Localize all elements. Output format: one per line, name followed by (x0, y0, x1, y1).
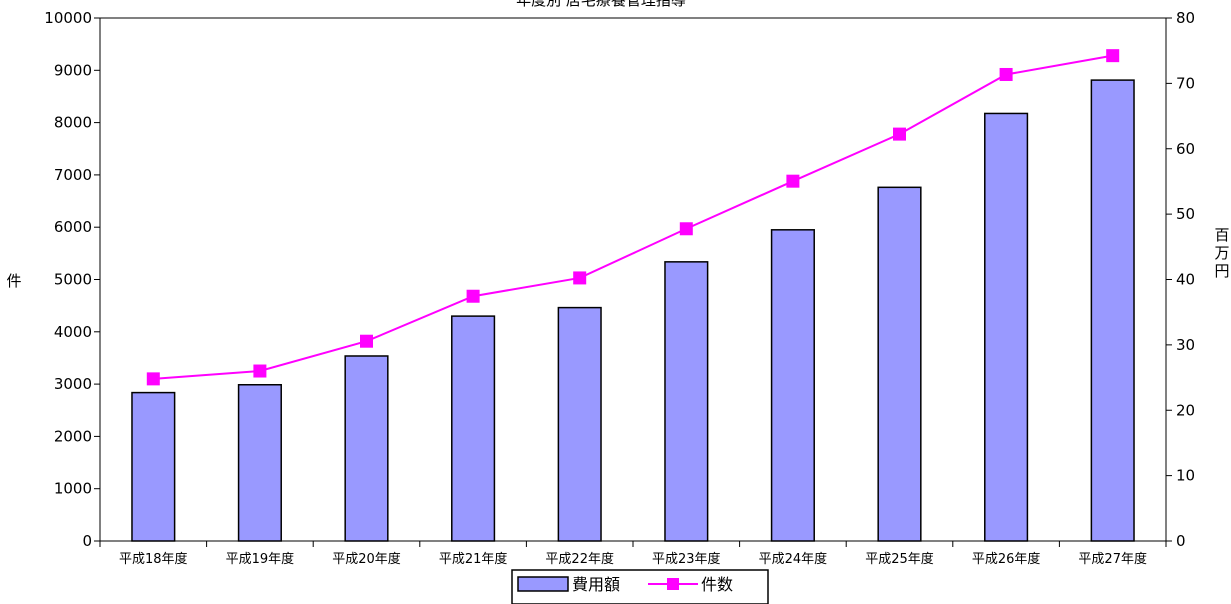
y-left-tick-label: 2000 (54, 427, 92, 445)
line-point (893, 127, 906, 141)
bar-series (131, 79, 1135, 542)
y-right-tick-label: 40 (1176, 271, 1195, 289)
y-right-tick-label: 80 (1176, 9, 1195, 27)
bar (770, 229, 815, 542)
y-axis-left-label: 件 (6, 272, 21, 290)
line-point (1106, 49, 1120, 63)
bar (984, 112, 1029, 542)
line-series (146, 49, 1120, 386)
y-right-tick-label: 30 (1176, 336, 1195, 354)
line-point (360, 334, 373, 348)
y-left-tick-label: 5000 (54, 271, 92, 289)
bar (557, 306, 602, 542)
line-point (999, 67, 1013, 81)
bar (344, 355, 389, 542)
x-tick-label: 平成22年度 (545, 551, 614, 567)
x-tick-label: 平成26年度 (972, 551, 1041, 567)
line-point (466, 289, 480, 303)
y-left-tick-label: 10000 (44, 9, 92, 27)
x-tick-label: 平成23年度 (652, 551, 721, 567)
y-left-tick-label: 4000 (54, 323, 92, 341)
legend: 費用額 件数 (511, 569, 769, 604)
line-point (786, 174, 800, 188)
x-axis: 平成18年度 平成19年度 平成20年度 平成21年度 平成22年度 平成23年度 平成24… (99, 541, 1167, 567)
x-tick-label: 平成18年度 (119, 551, 188, 567)
line-point (146, 372, 160, 386)
line-point (253, 364, 267, 378)
bar (451, 315, 496, 542)
x-tick-label: 平成24年度 (759, 551, 828, 567)
y-right-tick-label: 60 (1176, 140, 1195, 158)
bar (877, 186, 922, 542)
y-left-tick-label: 0 (82, 532, 92, 550)
y-right-tick-label: 10 (1176, 467, 1195, 485)
legend-bar-label: 費用額 (572, 575, 620, 594)
bar (237, 384, 282, 542)
line-point (573, 271, 587, 285)
chart-title: 年度別 居宅療養管理指導 (516, 0, 686, 9)
y-left-tick-label: 6000 (54, 218, 92, 236)
y-left-tick-label: 8000 (54, 114, 92, 132)
bar (1090, 79, 1135, 542)
legend-line-marker (667, 578, 679, 590)
y-axis-left: 0 1000 2000 3000 4000 5000 6000 7000 8000 9000 100… (44, 9, 100, 550)
y-right-tick-label: 0 (1176, 532, 1186, 550)
bar (664, 261, 709, 542)
y-right-tick-label: 70 (1176, 74, 1195, 92)
x-tick-label: 平成20年度 (332, 551, 401, 567)
y-left-tick-label: 7000 (54, 166, 92, 184)
y-right-tick-label: 20 (1176, 401, 1195, 419)
y-left-tick-label: 1000 (54, 480, 92, 498)
y-left-tick-label: 3000 (54, 375, 92, 393)
line-point (679, 222, 693, 236)
x-tick-label: 平成19年度 (226, 551, 295, 567)
x-tick-label: 平成21年度 (439, 551, 508, 567)
x-tick-label: 平成25年度 (865, 551, 934, 567)
legend-line-label: 件数 (701, 575, 733, 594)
bar (131, 391, 176, 542)
legend-bar-swatch (517, 576, 569, 592)
x-tick-label: 平成27年度 (1078, 551, 1147, 567)
y-axis-right-label: 百万円 (1214, 226, 1229, 280)
y-left-tick-label: 9000 (54, 61, 92, 79)
series-line (153, 54, 1113, 380)
y-axis-right: 0 10 20 30 40 50 60 70 80 (1166, 9, 1195, 550)
y-right-tick-label: 50 (1176, 205, 1195, 223)
